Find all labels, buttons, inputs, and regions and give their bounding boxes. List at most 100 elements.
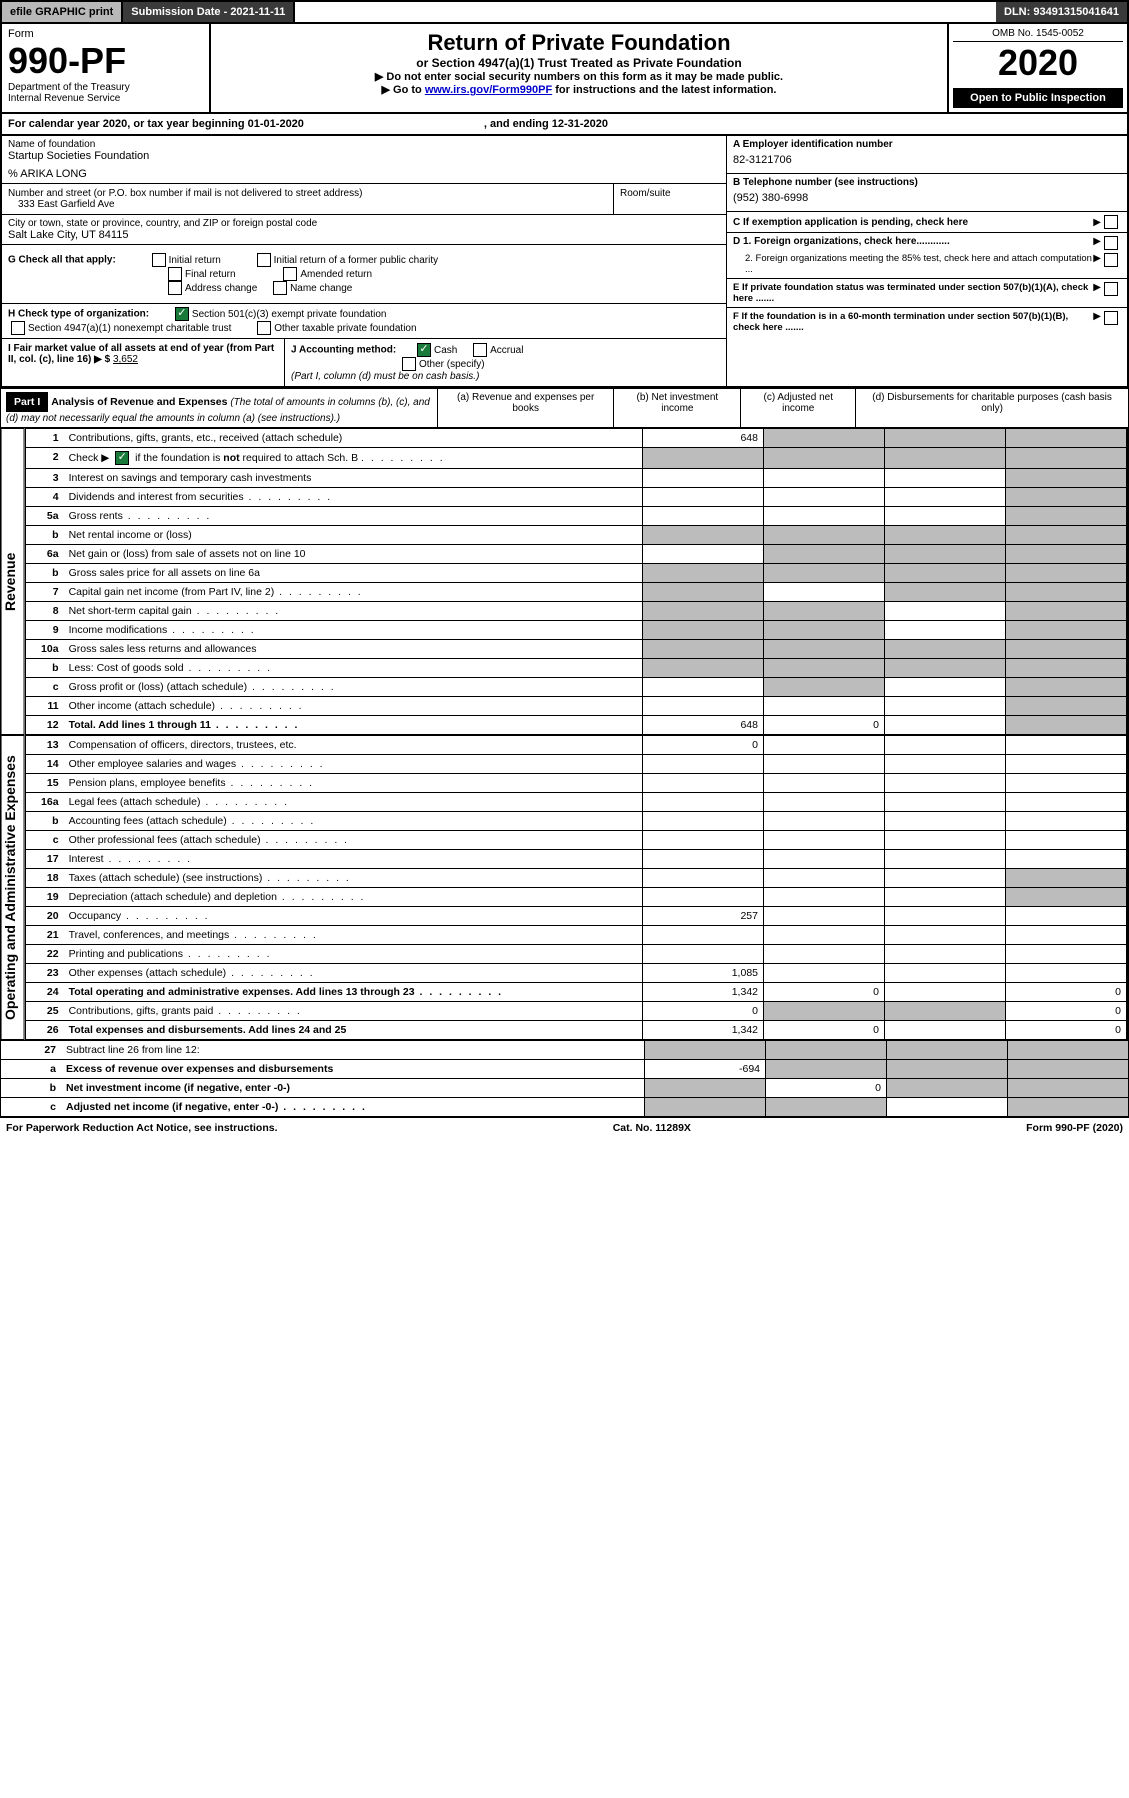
line-num: 24 xyxy=(25,983,64,1002)
line-desc: Occupancy xyxy=(64,907,643,926)
cb-name-change[interactable] xyxy=(273,281,287,295)
cb-f[interactable] xyxy=(1104,311,1118,325)
footer-left: For Paperwork Reduction Act Notice, see … xyxy=(6,1122,278,1134)
g-addr-change: Address change xyxy=(185,283,257,294)
line-num: b xyxy=(25,812,64,831)
col-d: (d) Disbursements for charitable purpose… xyxy=(856,389,1129,428)
cb-d2[interactable] xyxy=(1104,253,1118,267)
h-row: H Check type of organization: Section 50… xyxy=(2,304,726,339)
h-501: Section 501(c)(3) exempt private foundat… xyxy=(192,309,387,320)
instr-1: ▶ Do not enter social security numbers o… xyxy=(217,70,941,83)
j-accrual: Accrual xyxy=(490,345,523,356)
telephone: (952) 380-6998 xyxy=(733,188,1121,208)
room-label: Room/suite xyxy=(614,184,726,214)
d2-label: 2. Foreign organizations meeting the 85%… xyxy=(733,253,1093,275)
submission-date: Submission Date - 2021-11-11 xyxy=(123,2,295,22)
cb-other-tax[interactable] xyxy=(257,321,271,335)
line-desc: Adjusted net income (if negative, enter … xyxy=(61,1098,645,1117)
cb-other-specify[interactable] xyxy=(402,357,416,371)
cb-final[interactable] xyxy=(168,267,182,281)
pct-name: % ARIKA LONG xyxy=(8,168,720,180)
line-desc: Net gain or (loss) from sale of assets n… xyxy=(64,545,643,564)
line-desc: Compensation of officers, directors, tru… xyxy=(64,736,643,755)
line-num: 13 xyxy=(25,736,64,755)
g-name-change: Name change xyxy=(290,283,352,294)
j-label: J Accounting method: xyxy=(291,345,396,356)
line-25d: 0 xyxy=(1006,1002,1127,1021)
arrow-icon: ▶ xyxy=(1093,282,1101,304)
line-desc: Other employee salaries and wages xyxy=(64,755,643,774)
cb-cash[interactable] xyxy=(417,343,431,357)
part1-title: Analysis of Revenue and Expenses xyxy=(51,396,227,408)
line-num: 6a xyxy=(25,545,64,564)
line-26d: 0 xyxy=(1006,1021,1127,1040)
arrow-icon: ▶ xyxy=(1093,236,1101,250)
line-13a: 0 xyxy=(643,736,764,755)
cb-accrual[interactable] xyxy=(473,343,487,357)
line-26b: 0 xyxy=(764,1021,885,1040)
i-label: I Fair market value of all assets at end… xyxy=(8,343,274,365)
i-value: 3,652 xyxy=(113,354,138,365)
cb-c[interactable] xyxy=(1104,215,1118,229)
line-desc: Total operating and administrative expen… xyxy=(64,983,643,1002)
line-num: c xyxy=(1,1098,62,1117)
cb-schB[interactable] xyxy=(115,451,129,465)
efile-label: efile GRAPHIC print xyxy=(2,2,123,22)
line-num: 12 xyxy=(25,716,64,735)
line-desc: Legal fees (attach schedule) xyxy=(64,793,643,812)
b-label: B Telephone number (see instructions) xyxy=(733,177,1121,188)
line-num: b xyxy=(25,659,64,678)
line-num: 15 xyxy=(25,774,64,793)
cb-4947[interactable] xyxy=(11,321,25,335)
line-num: 14 xyxy=(25,755,64,774)
name-label: Name of foundation xyxy=(8,139,720,150)
cb-501c3[interactable] xyxy=(175,307,189,321)
line-1a: 648 xyxy=(643,429,764,448)
g-row: G Check all that apply: Initial return I… xyxy=(2,245,726,304)
page-footer: For Paperwork Reduction Act Notice, see … xyxy=(0,1117,1129,1138)
irs-link[interactable]: www.irs.gov/Form990PF xyxy=(425,84,552,96)
line-desc: Other expenses (attach schedule) xyxy=(64,964,643,983)
cb-amended[interactable] xyxy=(283,267,297,281)
form-header: Form 990-PF Department of the Treasury I… xyxy=(0,24,1129,114)
arrow-icon: ▶ xyxy=(1093,217,1101,228)
line-num: a xyxy=(1,1060,62,1079)
line-desc: Net short-term capital gain xyxy=(64,602,643,621)
line-desc: Gross sales less returns and allowances xyxy=(64,640,643,659)
instr-2a: ▶ Go to xyxy=(382,84,425,96)
line-num: 10a xyxy=(25,640,64,659)
g-amended: Amended return xyxy=(300,269,372,280)
e-label: E If private foundation status was termi… xyxy=(733,282,1093,304)
line-24d: 0 xyxy=(1006,983,1127,1002)
line-24a: 1,342 xyxy=(643,983,764,1002)
line-desc: Excess of revenue over expenses and disb… xyxy=(61,1060,645,1079)
line-desc: Total expenses and disbursements. Add li… xyxy=(64,1021,643,1040)
form-number: 990-PF xyxy=(8,40,203,82)
form-title: Return of Private Foundation xyxy=(217,30,941,56)
line-desc: Accounting fees (attach schedule) xyxy=(64,812,643,831)
calendar-year: For calendar year 2020, or tax year begi… xyxy=(0,114,1129,136)
cb-e[interactable] xyxy=(1104,282,1118,296)
expenses-section: Operating and Administrative Expenses 13… xyxy=(0,735,1129,1040)
cb-d1[interactable] xyxy=(1104,236,1118,250)
line-num: c xyxy=(25,678,64,697)
line-desc: Depreciation (attach schedule) and deple… xyxy=(64,888,643,907)
line-27a: -694 xyxy=(645,1060,766,1079)
instr-2: ▶ Go to www.irs.gov/Form990PF for instru… xyxy=(217,83,941,96)
h-other: Other taxable private foundation xyxy=(274,323,416,334)
cb-addr-change[interactable] xyxy=(168,281,182,295)
line-desc: Taxes (attach schedule) (see instruction… xyxy=(64,869,643,888)
line-12a: 648 xyxy=(643,716,764,735)
cb-initial-public[interactable] xyxy=(257,253,271,267)
line-desc: Dividends and interest from securities xyxy=(64,488,643,507)
revenue-label: Revenue xyxy=(2,428,25,735)
col-a: (a) Revenue and expenses per books xyxy=(437,389,613,428)
form-label: Form xyxy=(8,28,203,40)
line-num: c xyxy=(25,831,64,850)
cb-initial[interactable] xyxy=(152,253,166,267)
d1-label: D 1. Foreign organizations, check here..… xyxy=(733,236,1093,250)
line-desc: Net rental income or (loss) xyxy=(64,526,643,545)
g-final: Final return xyxy=(185,269,236,280)
col-c: (c) Adjusted net income xyxy=(741,389,856,428)
line-desc: Travel, conferences, and meetings xyxy=(64,926,643,945)
